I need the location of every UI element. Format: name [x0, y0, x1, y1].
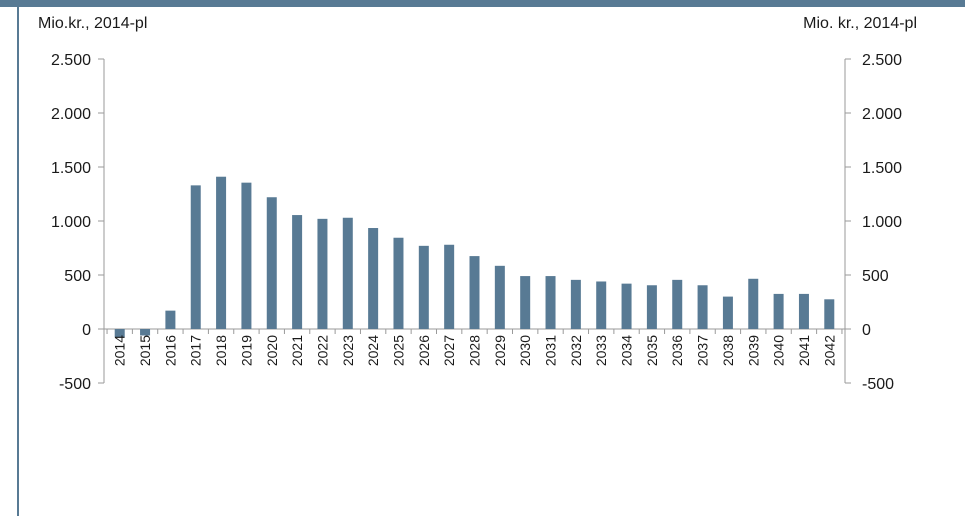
x-tick-label: 2020: [264, 335, 280, 366]
x-tick-label: 2040: [771, 335, 787, 366]
x-tick-label: 2018: [213, 335, 229, 366]
x-tick-label: 2032: [568, 335, 584, 366]
x-tick-label: 2021: [289, 335, 305, 366]
bar-2018: [216, 176, 227, 329]
x-tick-label: 2037: [695, 335, 711, 366]
x-tick-label: 2039: [745, 335, 761, 366]
right-y-tick-label: 1.500: [862, 160, 902, 177]
chart-bars: [114, 176, 835, 338]
bar-2028: [469, 256, 480, 329]
bar-2019: [241, 182, 252, 329]
bar-2031: [545, 276, 556, 329]
frame-top-bar: [0, 0, 965, 7]
x-tick-label: 2014: [112, 335, 128, 366]
bar-2017: [190, 185, 201, 329]
x-tick-label: 2027: [441, 335, 457, 366]
right-y-tick-label: 0: [862, 322, 871, 339]
frame-left-rule: [17, 7, 19, 516]
left-y-tick-label: 1.500: [51, 160, 91, 177]
x-tick-label: 2022: [314, 335, 330, 366]
bar-2023: [342, 217, 353, 329]
right-y-tick-label: 1.000: [862, 214, 902, 231]
left-y-tick-label: 0: [82, 322, 91, 339]
bar-2030: [520, 276, 531, 329]
bar-2024: [368, 228, 379, 329]
x-tick-label: 2041: [796, 335, 812, 366]
bar-2032: [570, 279, 581, 329]
x-tick-label: 2030: [517, 335, 533, 366]
bar-2029: [494, 265, 505, 329]
right-axis-unit-label: Mio. kr., 2014-pl: [803, 15, 917, 32]
bar-2022: [317, 218, 328, 329]
left-axis-unit-label: Mio.kr., 2014-pl: [38, 15, 148, 32]
right-y-tick-label: 500: [862, 268, 889, 285]
bar-2027: [444, 244, 455, 329]
x-tick-label: 2036: [669, 335, 685, 366]
x-tick-label: 2034: [619, 335, 635, 366]
bar-2042: [824, 299, 835, 329]
bar-2034: [621, 283, 632, 329]
bar-2035: [646, 285, 657, 329]
x-tick-label: 2015: [137, 335, 153, 366]
bar-2037: [697, 285, 708, 329]
right-y-tick-label: 2.500: [862, 52, 902, 69]
bar-2026: [418, 245, 429, 329]
x-tick-label: 2028: [467, 335, 483, 366]
bar-2014: [114, 329, 125, 338]
chart-axes: [98, 58, 851, 384]
x-tick-label: 2023: [340, 335, 356, 366]
bar-2020: [266, 197, 277, 329]
left-y-tick-label: -500: [59, 376, 91, 393]
bar-2015: [140, 329, 151, 336]
bar-2025: [393, 237, 404, 329]
x-tick-label: 2029: [492, 335, 508, 366]
bar-2016: [165, 310, 176, 329]
x-tick-label: 2019: [238, 335, 254, 366]
bar-2040: [773, 293, 784, 329]
x-tick-label: 2024: [365, 335, 381, 366]
x-tick-label: 2033: [593, 335, 609, 366]
x-tick-label: 2017: [188, 335, 204, 366]
bar-2041: [798, 293, 809, 329]
bar-2036: [672, 279, 683, 329]
bar-2033: [596, 281, 607, 329]
x-tick-label: 2016: [162, 335, 178, 366]
left-y-tick-label: 2.000: [51, 106, 91, 123]
x-tick-label: 2025: [390, 335, 406, 366]
left-y-tick-label: 1.000: [51, 214, 91, 231]
bar-2038: [722, 296, 733, 329]
x-tick-label: 2038: [720, 335, 736, 366]
left-y-tick-label: 500: [64, 268, 91, 285]
bar-2021: [292, 215, 303, 329]
left-y-tick-label: 2.500: [51, 52, 91, 69]
right-y-tick-label: 2.000: [862, 106, 902, 123]
chart-labels: 2.500 2.500 2.000 2.000 1.500 1.500 1.000 1.000…: [51, 52, 902, 393]
x-tick-label: 2026: [416, 335, 432, 366]
bar-2039: [748, 278, 759, 329]
x-tick-label: 2042: [821, 335, 837, 366]
right-y-tick-label: -500: [862, 376, 894, 393]
x-tick-label: 2035: [644, 335, 660, 366]
x-tick-label: 2031: [543, 335, 559, 366]
